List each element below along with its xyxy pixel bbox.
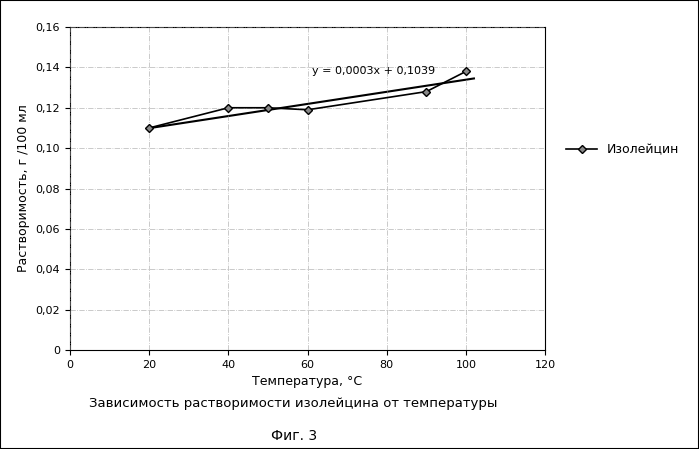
- X-axis label: Температура, °C: Температура, °C: [252, 375, 363, 388]
- Text: y = 0,0003x + 0,1039: y = 0,0003x + 0,1039: [312, 66, 435, 76]
- Line: Изолейцин: Изолейцин: [146, 69, 469, 131]
- Y-axis label: Растворимость, г /100 мл: Растворимость, г /100 мл: [17, 105, 30, 273]
- Изолейцин: [422, 89, 431, 94]
- Изолейцин: [145, 125, 153, 131]
- Legend: Изолейцин: Изолейцин: [561, 138, 684, 161]
- Изолейцин: [224, 105, 233, 110]
- Изолейцин: [303, 107, 312, 113]
- Изолейцин: [264, 105, 272, 110]
- Изолейцин: [462, 69, 470, 74]
- Text: Фиг. 3: Фиг. 3: [271, 429, 317, 443]
- Text: Зависимость растворимости изолейцина от температуры: Зависимость растворимости изолейцина от …: [89, 397, 498, 410]
